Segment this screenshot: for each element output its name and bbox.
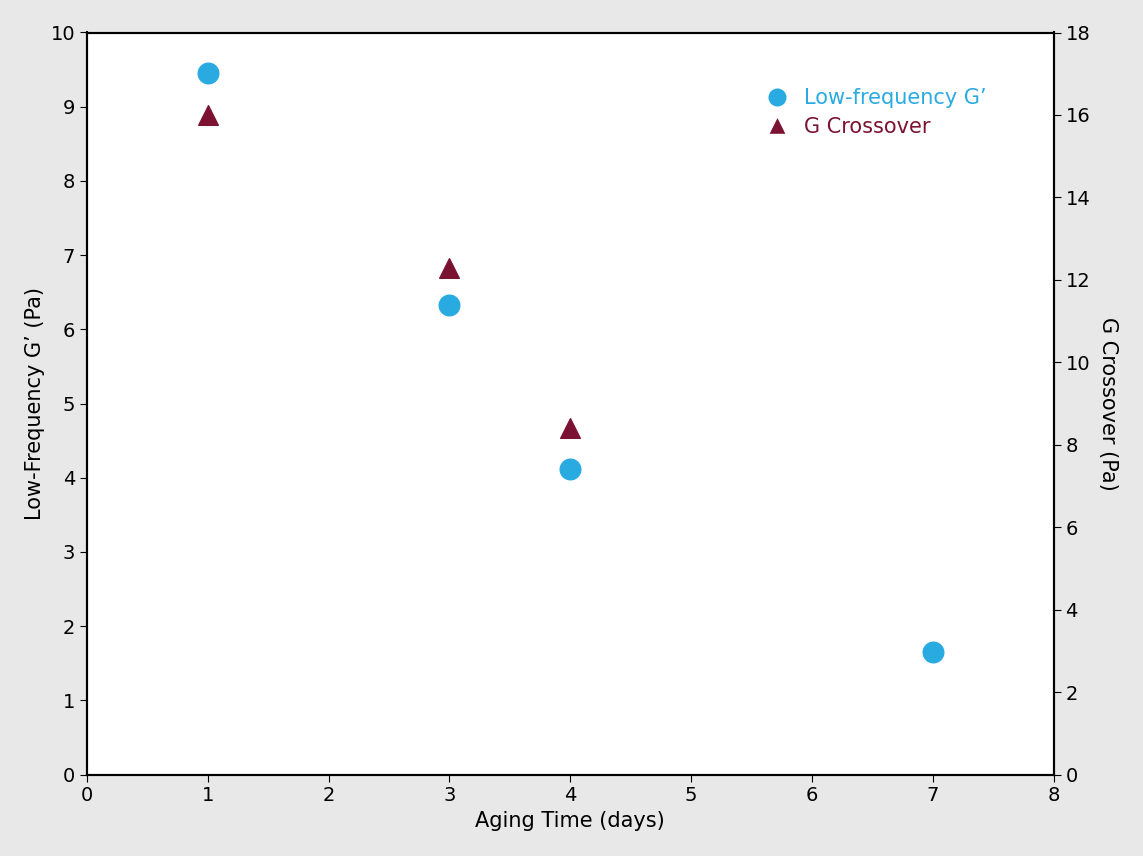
Low-frequency G’ [924,645,942,659]
Y-axis label: G Crossover (Pa): G Crossover (Pa) [1098,317,1118,490]
G Crossover [561,421,580,435]
G Crossover [199,108,217,122]
X-axis label: Aging Time (days): Aging Time (days) [475,811,665,831]
Y-axis label: Low-Frequency G’ (Pa): Low-Frequency G’ (Pa) [25,287,45,520]
Low-frequency G’ [199,67,217,80]
Low-frequency G’ [561,462,580,476]
Legend: Low-frequency G’, G Crossover: Low-frequency G’, G Crossover [748,80,994,145]
Low-frequency G’ [440,298,458,312]
G Crossover [440,261,458,275]
